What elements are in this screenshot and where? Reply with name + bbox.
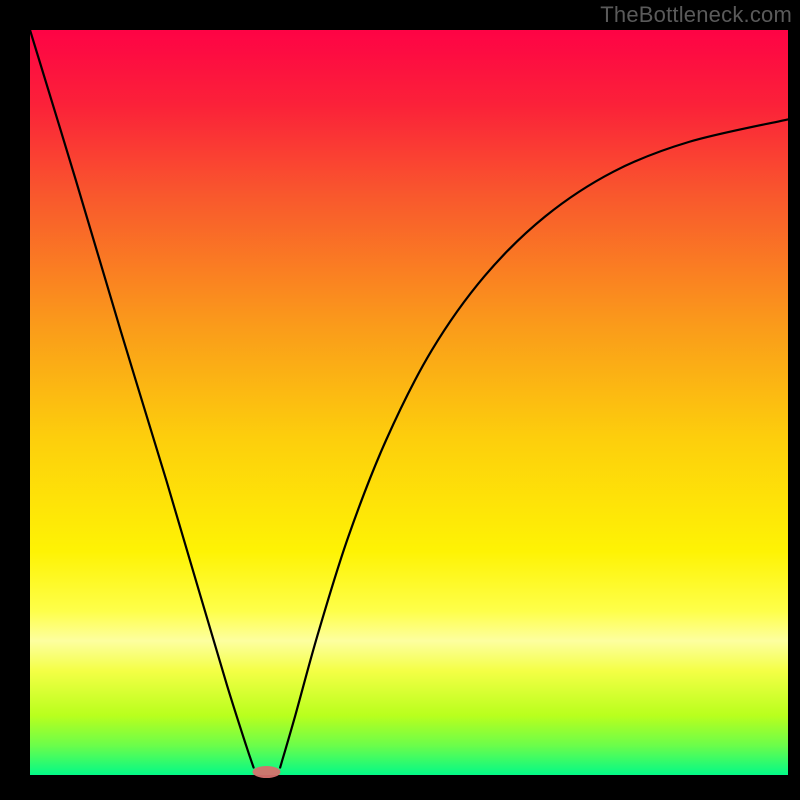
bottleneck-chart bbox=[0, 0, 800, 800]
dip-marker bbox=[252, 766, 280, 778]
plot-area bbox=[30, 30, 788, 775]
watermark-text: TheBottleneck.com bbox=[600, 2, 792, 28]
chart-container: TheBottleneck.com bbox=[0, 0, 800, 800]
